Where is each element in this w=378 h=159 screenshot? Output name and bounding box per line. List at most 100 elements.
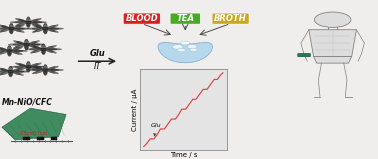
Text: IT: IT <box>94 62 101 71</box>
Ellipse shape <box>0 47 4 50</box>
Ellipse shape <box>34 23 41 26</box>
Ellipse shape <box>41 45 46 50</box>
Ellipse shape <box>28 21 38 26</box>
Ellipse shape <box>43 28 48 33</box>
Ellipse shape <box>34 18 41 22</box>
Polygon shape <box>158 42 212 63</box>
Ellipse shape <box>49 50 56 53</box>
Ellipse shape <box>51 49 62 50</box>
Ellipse shape <box>8 67 13 73</box>
Ellipse shape <box>2 25 12 30</box>
Ellipse shape <box>17 50 28 52</box>
Circle shape <box>9 28 14 30</box>
Ellipse shape <box>45 69 55 73</box>
Ellipse shape <box>51 71 58 74</box>
Ellipse shape <box>43 46 53 50</box>
Text: TEA: TEA <box>176 14 194 23</box>
FancyBboxPatch shape <box>212 13 249 24</box>
Ellipse shape <box>44 23 47 28</box>
Ellipse shape <box>15 21 28 23</box>
Circle shape <box>8 70 13 73</box>
Circle shape <box>314 12 351 27</box>
Ellipse shape <box>11 25 21 30</box>
Ellipse shape <box>51 25 58 28</box>
Ellipse shape <box>24 40 29 46</box>
Ellipse shape <box>45 25 55 30</box>
Ellipse shape <box>32 69 45 71</box>
Ellipse shape <box>36 67 46 71</box>
Ellipse shape <box>2 28 12 32</box>
Ellipse shape <box>15 63 23 66</box>
Ellipse shape <box>25 39 28 44</box>
Ellipse shape <box>19 19 29 23</box>
Ellipse shape <box>0 50 10 54</box>
Polygon shape <box>309 30 356 56</box>
Ellipse shape <box>18 71 29 72</box>
Text: BROTH: BROTH <box>214 14 247 23</box>
Ellipse shape <box>0 48 10 52</box>
Circle shape <box>172 45 183 49</box>
Ellipse shape <box>27 28 38 29</box>
Ellipse shape <box>9 73 12 77</box>
Ellipse shape <box>7 50 12 55</box>
Ellipse shape <box>26 62 31 68</box>
FancyBboxPatch shape <box>123 13 160 24</box>
Text: Mn-NiO/CFC: Mn-NiO/CFC <box>2 97 53 106</box>
Circle shape <box>43 28 48 30</box>
Ellipse shape <box>8 70 13 76</box>
Ellipse shape <box>7 46 12 52</box>
Ellipse shape <box>45 67 55 71</box>
Circle shape <box>24 43 29 46</box>
Ellipse shape <box>15 52 22 55</box>
Ellipse shape <box>51 66 58 69</box>
Ellipse shape <box>8 44 19 45</box>
Ellipse shape <box>33 29 40 33</box>
Ellipse shape <box>10 23 13 28</box>
Ellipse shape <box>32 41 39 44</box>
Ellipse shape <box>27 17 30 21</box>
Text: 0.7cm: 0.7cm <box>33 131 48 136</box>
Ellipse shape <box>44 65 47 69</box>
Ellipse shape <box>26 18 31 23</box>
Ellipse shape <box>15 23 23 26</box>
Ellipse shape <box>9 66 12 71</box>
Polygon shape <box>2 108 66 140</box>
Ellipse shape <box>53 28 64 29</box>
Ellipse shape <box>0 50 2 52</box>
Ellipse shape <box>36 69 46 73</box>
Ellipse shape <box>28 19 38 23</box>
Text: Glu: Glu <box>90 49 105 58</box>
Ellipse shape <box>33 66 40 69</box>
Ellipse shape <box>17 29 24 33</box>
Ellipse shape <box>17 41 27 45</box>
Text: Glu: Glu <box>150 123 161 136</box>
Circle shape <box>43 69 48 71</box>
Ellipse shape <box>27 68 30 72</box>
FancyBboxPatch shape <box>298 53 310 57</box>
X-axis label: Time / s: Time / s <box>170 152 197 158</box>
Text: 0.5cm: 0.5cm <box>19 131 34 136</box>
Ellipse shape <box>15 47 22 50</box>
Ellipse shape <box>15 66 28 68</box>
Circle shape <box>41 48 46 50</box>
Circle shape <box>7 50 12 52</box>
Ellipse shape <box>43 48 57 50</box>
Ellipse shape <box>28 21 42 23</box>
Text: BLOOD: BLOOD <box>125 14 158 23</box>
Ellipse shape <box>34 67 41 71</box>
Ellipse shape <box>19 28 29 29</box>
Ellipse shape <box>41 48 46 54</box>
Ellipse shape <box>26 41 36 45</box>
Ellipse shape <box>26 21 31 27</box>
Ellipse shape <box>1 68 11 73</box>
Ellipse shape <box>9 50 23 52</box>
Ellipse shape <box>0 50 9 52</box>
Ellipse shape <box>0 71 3 72</box>
Ellipse shape <box>28 66 38 70</box>
Polygon shape <box>314 56 352 63</box>
FancyBboxPatch shape <box>23 137 30 140</box>
Ellipse shape <box>31 50 38 53</box>
Ellipse shape <box>36 25 46 30</box>
Circle shape <box>26 66 31 68</box>
Ellipse shape <box>0 28 11 30</box>
